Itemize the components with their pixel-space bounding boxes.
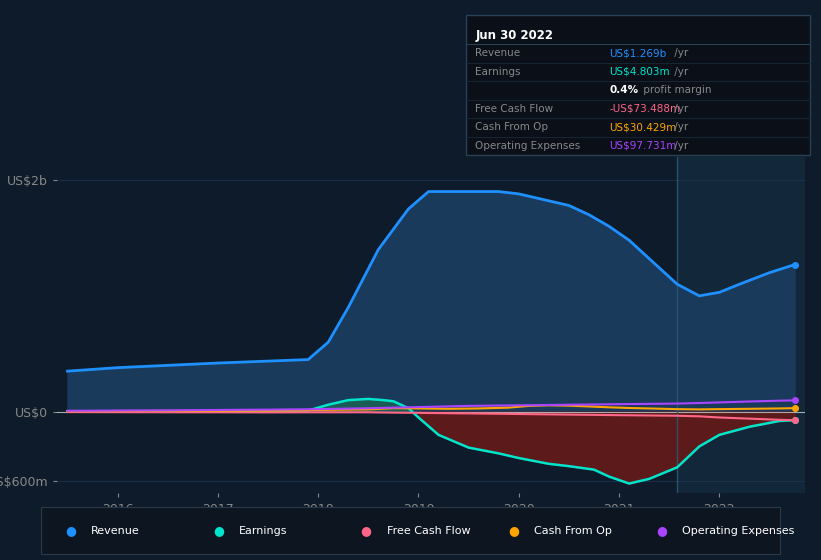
Text: Revenue: Revenue (475, 49, 521, 58)
Text: Free Cash Flow: Free Cash Flow (387, 526, 470, 535)
Text: Cash From Op: Cash From Op (475, 123, 548, 132)
Text: /yr: /yr (671, 141, 688, 151)
Text: /yr: /yr (671, 49, 688, 58)
Text: US$4.803m: US$4.803m (609, 67, 670, 77)
Text: US$1.269b: US$1.269b (609, 49, 667, 58)
Text: ●: ● (360, 524, 372, 537)
Bar (677, 157, 805, 493)
Text: Operating Expenses: Operating Expenses (682, 526, 795, 535)
Text: ●: ● (656, 524, 667, 537)
Text: /yr: /yr (671, 104, 688, 114)
Text: Operating Expenses: Operating Expenses (475, 141, 580, 151)
Text: profit margin: profit margin (640, 86, 712, 95)
Text: Earnings: Earnings (475, 67, 521, 77)
Text: US$97.731m: US$97.731m (609, 141, 677, 151)
Text: ●: ● (213, 524, 224, 537)
Text: Free Cash Flow: Free Cash Flow (475, 104, 553, 114)
Text: Earnings: Earnings (239, 526, 287, 535)
Text: /yr: /yr (671, 67, 688, 77)
Text: ●: ● (508, 524, 520, 537)
Text: /yr: /yr (671, 123, 688, 132)
Text: Revenue: Revenue (91, 526, 140, 535)
Text: -US$73.488m: -US$73.488m (609, 104, 681, 114)
Text: US$30.429m: US$30.429m (609, 123, 677, 132)
Text: 0.4%: 0.4% (609, 86, 638, 95)
Text: Cash From Op: Cash From Op (534, 526, 612, 535)
Text: ●: ● (65, 524, 76, 537)
Text: Jun 30 2022: Jun 30 2022 (475, 29, 553, 42)
